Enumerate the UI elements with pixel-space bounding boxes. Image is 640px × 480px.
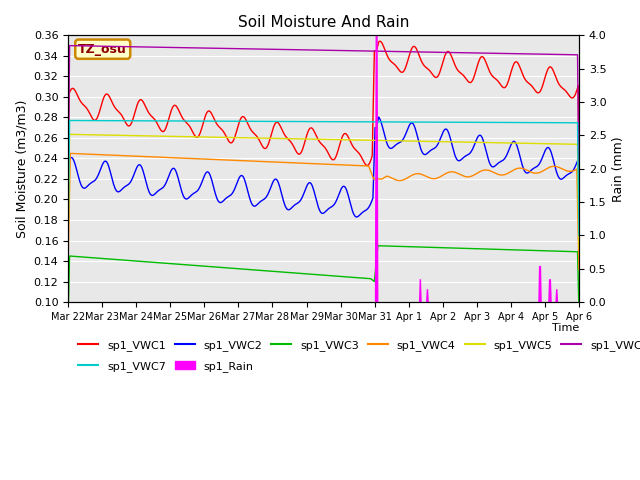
Y-axis label: Rain (mm): Rain (mm) (612, 136, 625, 202)
Legend: sp1_VWC7, sp1_Rain: sp1_VWC7, sp1_Rain (74, 357, 258, 376)
Title: Soil Moisture And Rain: Soil Moisture And Rain (238, 15, 409, 30)
Text: TZ_osu: TZ_osu (78, 43, 127, 56)
Y-axis label: Soil Moisture (m3/m3): Soil Moisture (m3/m3) (15, 99, 28, 238)
Text: Time: Time (552, 324, 579, 334)
